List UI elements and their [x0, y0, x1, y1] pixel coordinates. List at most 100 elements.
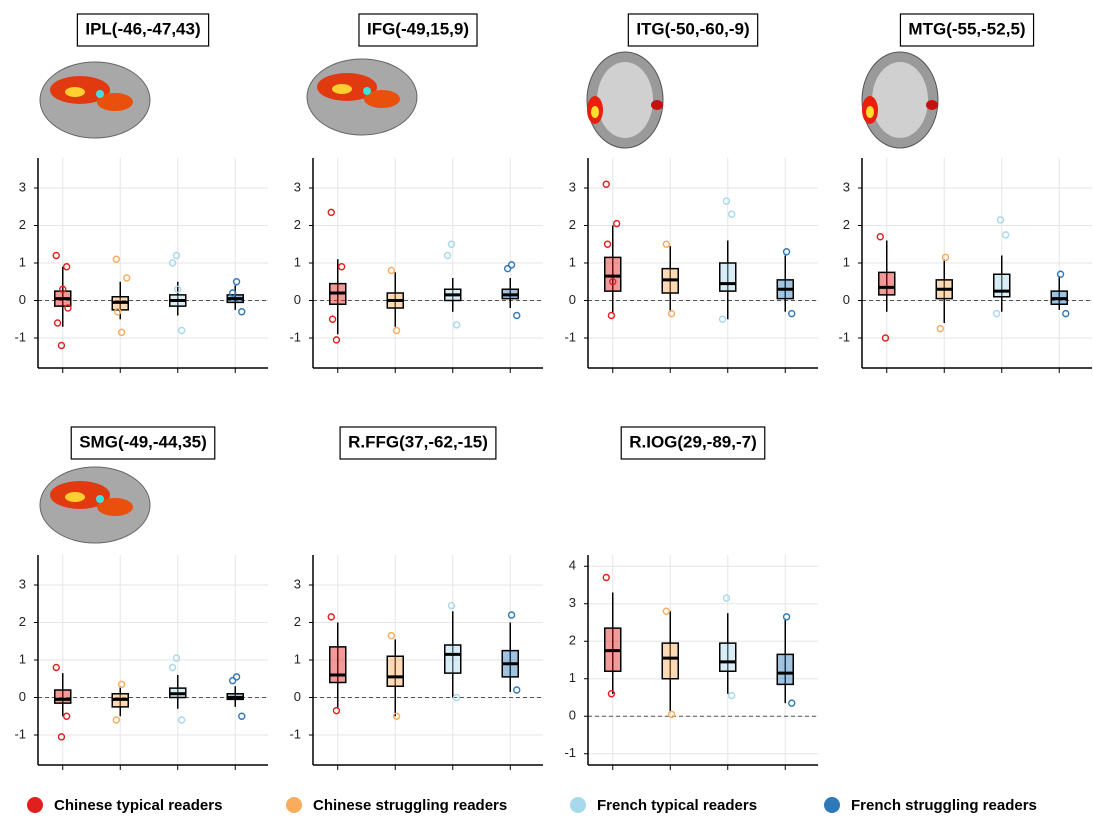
y-tick-label: 1	[19, 254, 26, 269]
data-point	[228, 676, 237, 685]
activation	[65, 492, 85, 502]
box	[604, 256, 622, 292]
data-point	[513, 311, 521, 320]
data-point	[881, 334, 890, 342]
y-tick-label: 3	[19, 179, 26, 194]
y-tick-label: -1	[838, 329, 850, 344]
y-tick-label: 3	[19, 576, 26, 591]
y-tick-label: 3	[294, 576, 301, 591]
brain-image	[306, 58, 418, 136]
data-point	[722, 594, 731, 602]
data-point	[607, 690, 616, 698]
peak	[96, 495, 104, 503]
y-tick-label: 3	[569, 595, 576, 610]
y-tick-label: 2	[569, 633, 576, 648]
data-point	[503, 264, 512, 273]
title-box	[358, 13, 478, 47]
title-box	[620, 426, 766, 460]
data-point	[332, 706, 341, 715]
data-point	[177, 326, 186, 335]
y-tick-label: 2	[294, 614, 301, 629]
box	[386, 655, 404, 687]
box	[444, 644, 462, 674]
chart-title: R.IOG(29,-89,-7)	[629, 432, 757, 451]
data-point	[337, 263, 346, 271]
data-point	[727, 691, 736, 700]
peak	[363, 87, 371, 95]
y-tick-label: 0	[19, 292, 26, 307]
chart-title: SMG(-49,-44,35)	[79, 432, 207, 451]
data-point	[52, 663, 60, 672]
data-point	[513, 686, 521, 694]
data-point	[53, 319, 62, 327]
data-point	[117, 680, 126, 689]
brain-inner	[597, 62, 653, 138]
y-tick-label: 0	[294, 689, 301, 704]
data-point	[1001, 231, 1010, 239]
data-point	[607, 311, 616, 320]
y-tick-label: 3	[843, 179, 850, 194]
data-point	[168, 259, 177, 267]
data-point	[602, 180, 610, 188]
data-point	[123, 274, 131, 282]
activation	[364, 90, 400, 108]
data-point	[62, 712, 71, 720]
data-point	[327, 208, 335, 217]
data-point	[612, 219, 621, 228]
data-point	[788, 309, 796, 318]
y-tick-label: 1	[569, 254, 576, 269]
data-point	[507, 611, 516, 619]
data-point	[722, 197, 731, 205]
chart-title: IFG(-49,15,9)	[367, 19, 469, 38]
title-box	[899, 13, 1035, 47]
data-point	[327, 613, 335, 621]
chart-title: R.FFG(37,-62,-15)	[348, 432, 488, 451]
y-tick-label: 0	[19, 689, 26, 704]
box	[719, 642, 737, 672]
data-point	[392, 712, 401, 720]
data-point	[232, 278, 241, 286]
data-point	[57, 733, 66, 741]
chart-title: MTG(-55,-52,5)	[908, 19, 1025, 38]
title-box	[627, 13, 759, 47]
legend-label: Chinese typical readers	[54, 797, 222, 814]
box	[776, 653, 794, 686]
legend-label: French typical readers	[597, 797, 757, 814]
data-point	[57, 341, 66, 350]
data-point	[168, 663, 177, 672]
y-tick-label: 1	[19, 651, 26, 666]
legend-swatch	[286, 797, 302, 813]
activation	[97, 498, 133, 516]
data-point	[992, 309, 1001, 318]
legend-swatch	[27, 797, 43, 813]
brain-image	[586, 51, 664, 149]
data-point	[507, 261, 516, 269]
data-point	[996, 216, 1005, 224]
y-tick-label: 0	[843, 292, 850, 307]
data-point	[387, 631, 396, 640]
y-tick-label: 0	[294, 292, 301, 307]
y-tick-label: -1	[14, 329, 26, 344]
activation	[332, 84, 352, 94]
data-point	[602, 573, 610, 582]
data-point	[718, 315, 727, 323]
data-point	[1062, 309, 1070, 318]
data-point	[667, 710, 676, 719]
y-tick-label: 2	[294, 217, 301, 232]
data-point	[113, 308, 122, 316]
chart-title: IPL(-46,-47,43)	[85, 19, 200, 38]
box	[54, 689, 72, 704]
y-tick-label: 2	[843, 217, 850, 232]
y-tick-label: 2	[19, 217, 26, 232]
activation	[65, 87, 85, 97]
y-tick-label: -1	[564, 329, 576, 344]
legend-swatch	[570, 797, 586, 813]
data-point	[174, 285, 182, 293]
y-tick-label: 0	[569, 292, 576, 307]
brain-image	[39, 61, 151, 139]
data-point	[609, 278, 617, 286]
title-box	[76, 13, 210, 47]
legend-label: Chinese struggling readers	[313, 797, 507, 814]
data-point	[782, 248, 791, 256]
activation	[591, 106, 599, 118]
